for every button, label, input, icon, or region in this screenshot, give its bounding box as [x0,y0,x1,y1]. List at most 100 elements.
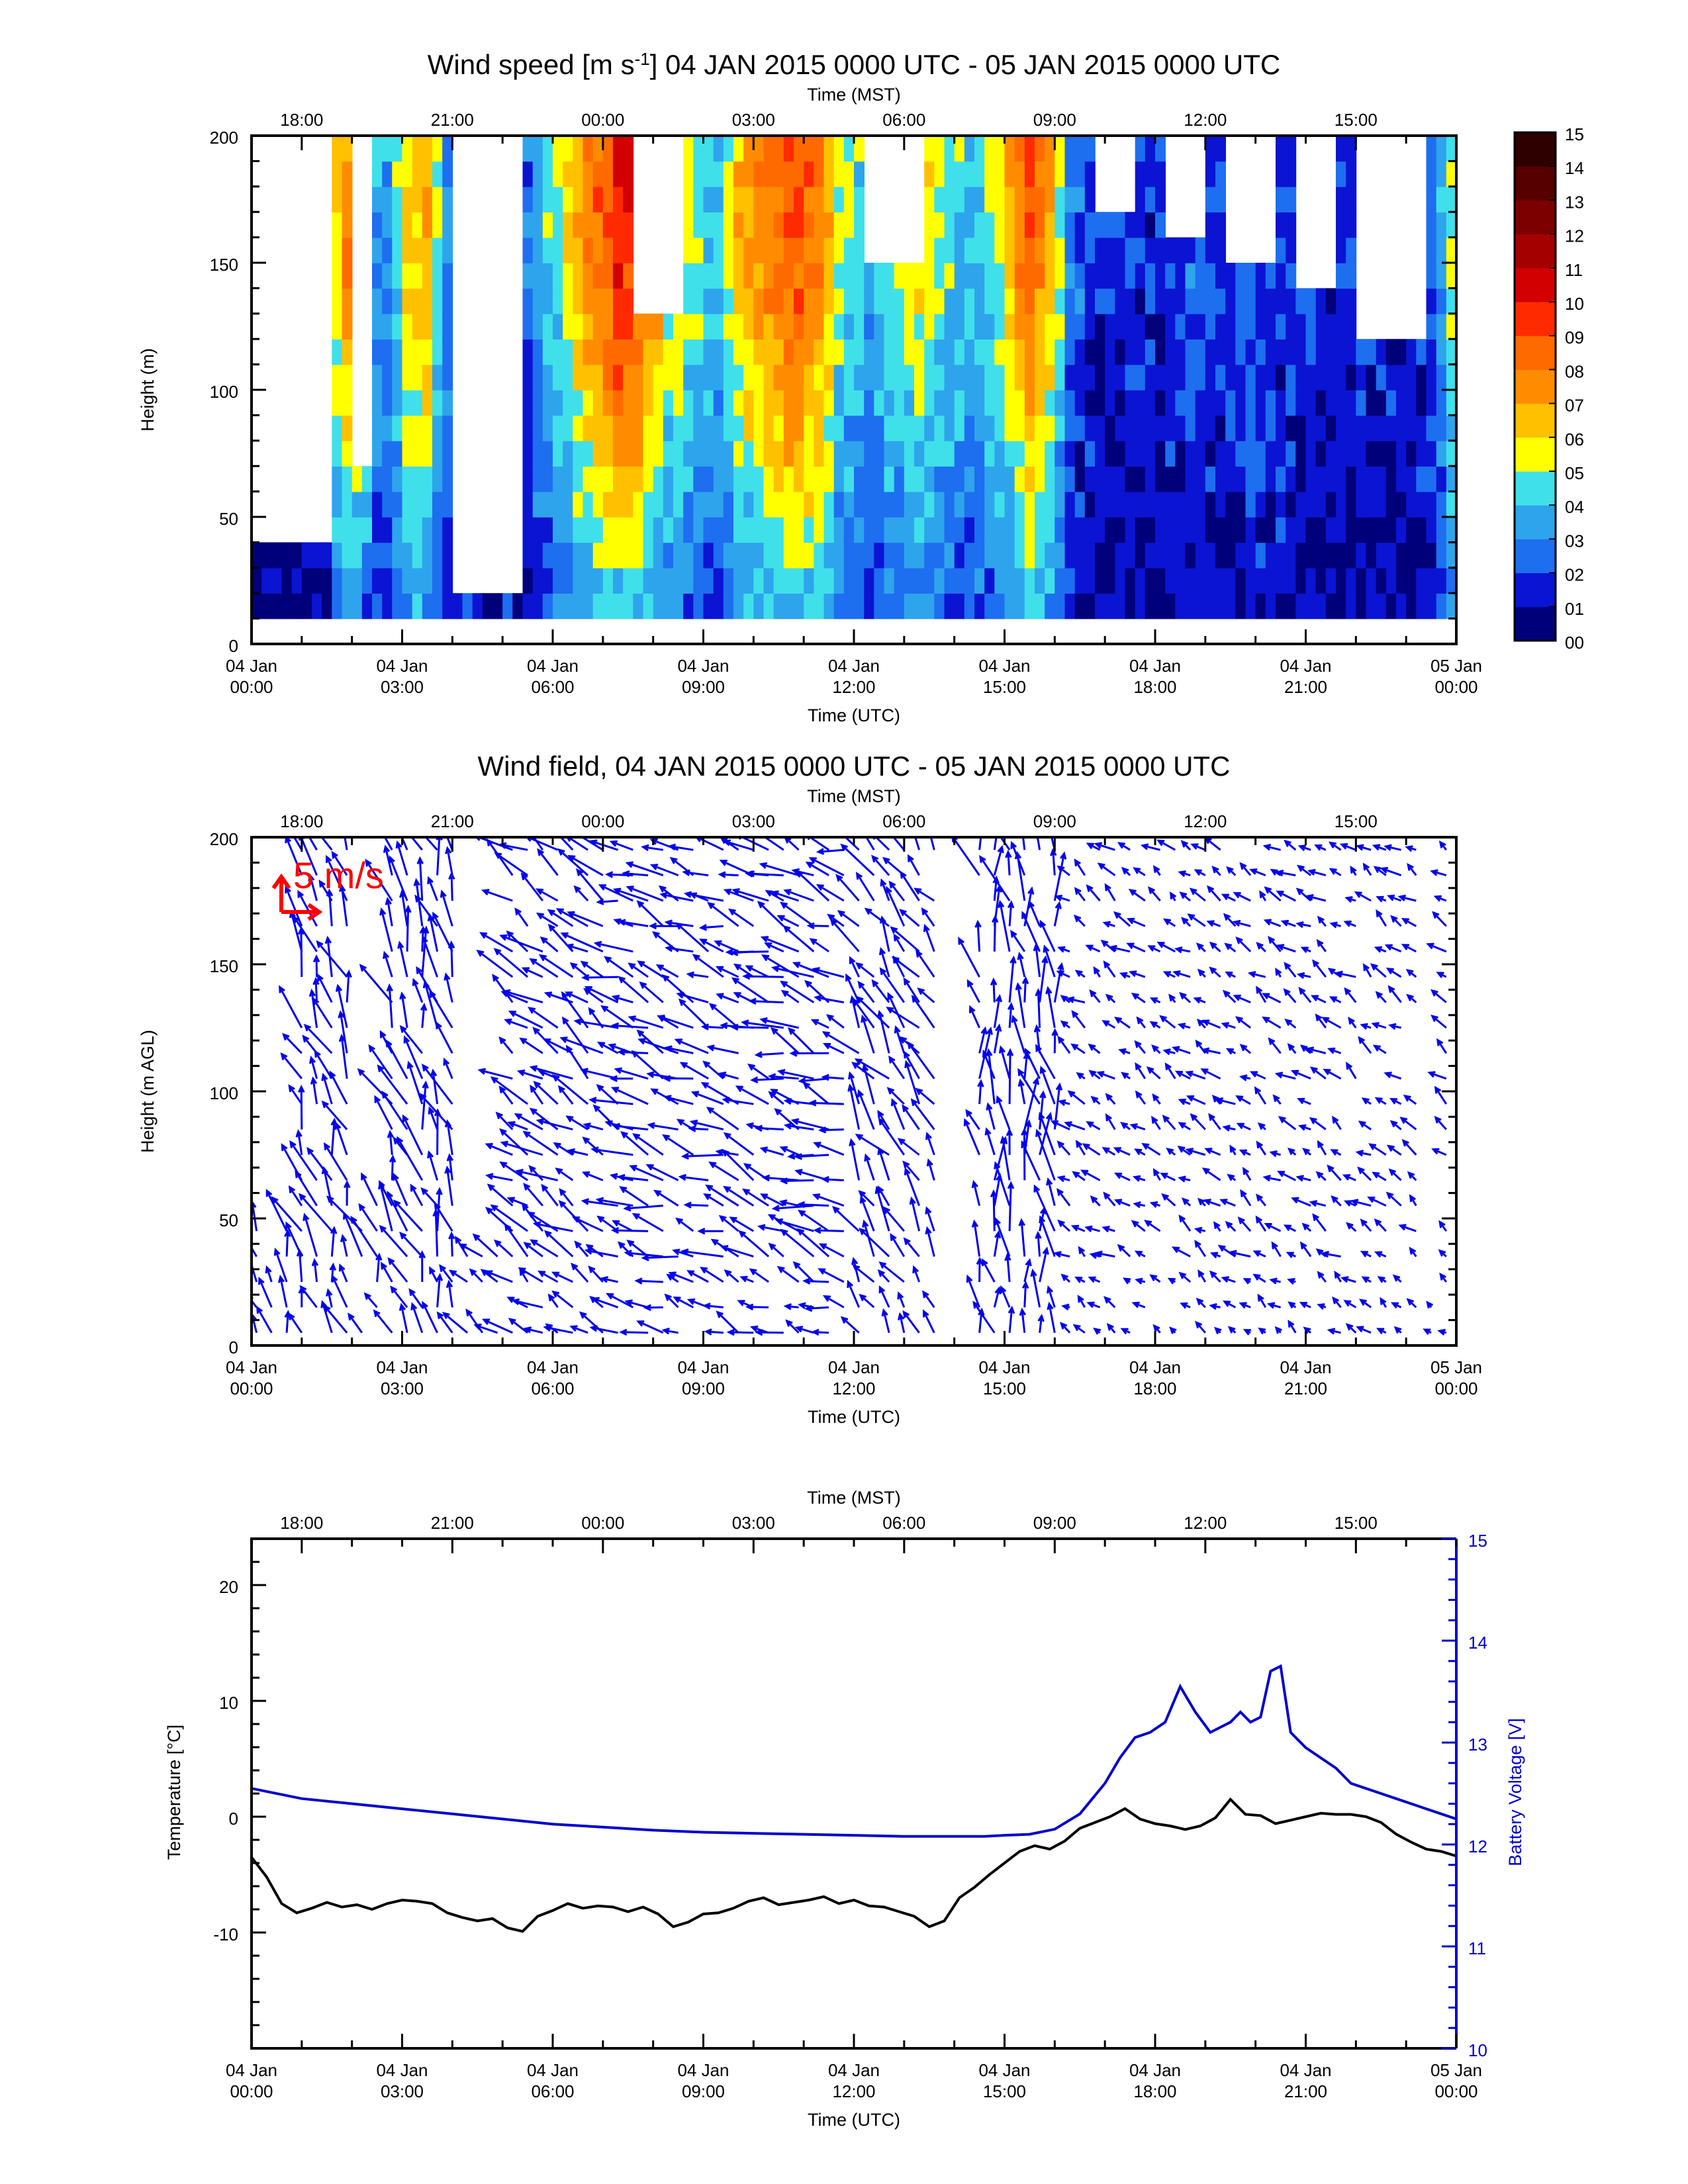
wind-speed-cell [1014,440,1025,467]
wind-vector [1007,1002,1015,1028]
wind-speed-cell [894,593,905,619]
wind-speed-cell [703,186,714,212]
wind-speed-cell [312,542,322,569]
wind-vector [1393,1326,1402,1334]
wind-vector [1106,1323,1116,1334]
wind-speed-cell [924,237,935,263]
wind-vector [1405,968,1417,978]
wind-vector [1161,1193,1176,1206]
wind-speed-cell [532,364,543,390]
wind-speed-cell [1255,466,1266,492]
wind-speed-cell [1004,161,1015,187]
wind-speed-cell [783,491,794,518]
wind-speed-cell [864,263,875,289]
y-tick-label: 100 [210,1083,238,1103]
wind-speed-cell [914,263,925,289]
wind-vector [776,1069,814,1080]
wind-vector [1061,1303,1070,1311]
wind-speed-cell [1456,441,1467,467]
wind-speed-cell [733,212,744,238]
wind-vector [1057,946,1070,953]
wind-speed-cell [944,212,955,238]
wind-speed-cell [833,440,845,467]
wind-vector [851,1062,875,1080]
wind-vector [754,1051,784,1058]
wind-speed-cell [733,593,744,619]
wind-speed-cell [553,466,563,492]
wind-vector [680,1248,724,1258]
wind-vector [1117,842,1131,851]
wind-vector [1149,997,1161,1004]
wind-vector [1270,868,1282,876]
wind-vector [303,1212,318,1257]
wind-vector [498,1036,514,1054]
wind-vector [1201,1047,1221,1054]
panel2-x2label: Time (MST) [807,786,900,806]
wind-speed-cell [934,390,945,416]
utc-tick-label: 04 Jan [828,1357,880,1377]
wind-speed-cell [934,263,945,289]
wind-speed-cell [522,288,534,314]
wind-speed-cell [1205,466,1216,492]
utc-tick-label: 04 Jan [1280,2060,1331,2080]
wind-vector [690,1091,724,1105]
mst-tick-label: 00:00 [581,1513,624,1533]
wind-vector [1240,1189,1252,1206]
wind-vector [1035,1044,1056,1079]
wind-vector [759,1146,784,1156]
wind-speed-cell [462,593,473,619]
wind-vector [1335,970,1356,978]
wind-speed-cell [1406,339,1417,365]
wind-vector [811,1328,829,1336]
wind-speed-cell [1095,237,1105,263]
wind-vector [723,1185,755,1207]
wind-speed-cell [794,491,804,518]
wind-speed-cell [1346,593,1357,619]
wind-vector [500,1140,543,1156]
wind-vector [565,1044,589,1079]
mst-tick-label: 06:00 [882,110,925,130]
wind-speed-cell [563,339,574,365]
wind-speed-cell [1295,313,1307,340]
wind-speed-cell [602,161,614,187]
wind-speed-cell [1346,440,1357,467]
wind-speed-cell [723,415,734,441]
wind-vector [523,1326,543,1334]
wind-vector [1030,1268,1041,1308]
wind-vector [538,954,574,978]
wind-vector [1084,1225,1100,1232]
wind-speed-cell [1336,136,1346,162]
wind-speed-cell [954,542,965,569]
wind-speed-cell [1084,212,1096,238]
wind-speed-cell [553,288,563,314]
wind-speed-cell [1125,263,1136,289]
wind-speed-cell [804,263,815,289]
wind-speed-cell [783,440,794,467]
wind-speed-cell [1295,364,1307,390]
wind-speed-cell [1336,339,1346,365]
wind-speed-cell [1004,440,1015,467]
wind-vector [917,987,935,1003]
wind-vector [598,884,633,902]
wind-speed-cell [1276,593,1286,619]
wind-speed-cell [1215,212,1226,238]
wind-speed-cell [1286,491,1297,518]
wind-vector [1141,1142,1161,1156]
wind-speed-cell [1024,263,1035,289]
wind-vector [1000,1135,1011,1181]
wind-vector [1403,1094,1417,1105]
wind-speed-cell [843,313,855,340]
wind-speed-cell [1185,593,1196,619]
wind-speed-cell [994,440,1006,467]
wind-speed-cell [1286,186,1297,212]
wind-vector [1309,1116,1327,1130]
y2-tick-label: 13 [1468,1735,1487,1754]
wind-speed-cell [361,567,373,594]
wind-speed-cell [352,466,363,492]
wind-vector [857,980,875,1003]
wind-vector [1036,837,1041,850]
wind-vector [446,837,453,850]
wind-vector [856,995,890,1029]
wind-speed-cell [1205,339,1216,365]
wind-vector [1120,1121,1131,1130]
